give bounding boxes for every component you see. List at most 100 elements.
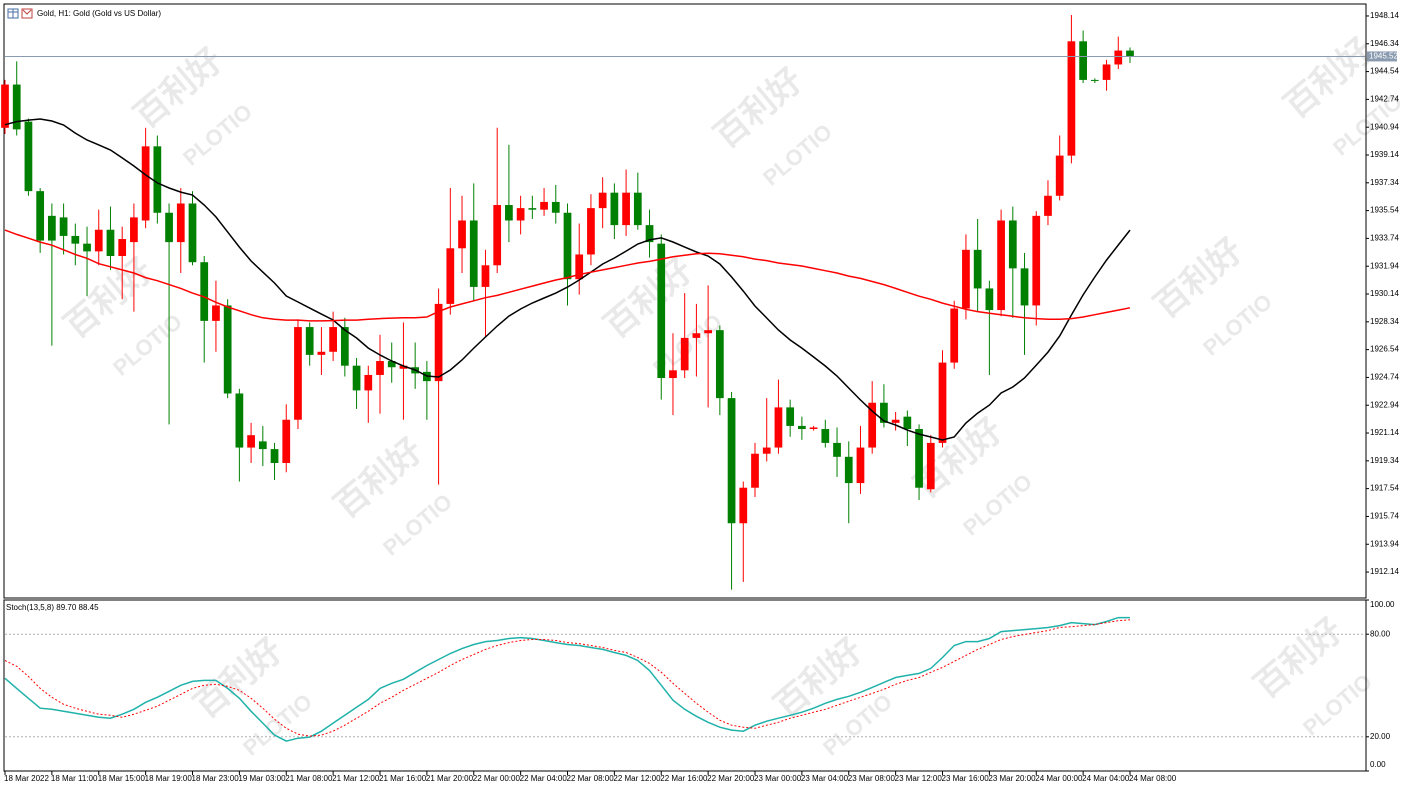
candle-body [469, 220, 478, 287]
candle-body [340, 327, 349, 366]
candle-body [903, 416, 912, 430]
y-tick-label: 100.00 [1370, 600, 1395, 609]
candle-body [751, 453, 759, 488]
x-tick-label: 21 Mar 08:00 [285, 774, 333, 783]
y-tick-label: 80.00 [1370, 629, 1391, 638]
candle-body [153, 146, 162, 213]
y-tick-label: 1924.74 [1370, 373, 1399, 382]
candle-body [200, 262, 209, 321]
y-tick-label: 1915.74 [1370, 512, 1399, 521]
y-tick-label: 1917.54 [1370, 484, 1399, 493]
x-tick-label: 22 Mar 00:00 [473, 774, 521, 783]
candle-body [399, 365, 408, 369]
price-label: 1945.52 [1369, 52, 1398, 61]
y-tick-label: 1944.54 [1370, 67, 1399, 76]
x-tick-label: 21 Mar 16:00 [379, 774, 427, 783]
candle-body [633, 192, 642, 226]
candle-body [880, 402, 888, 423]
candle-body [856, 447, 865, 484]
x-tick-label: 21 Mar 20:00 [426, 774, 474, 783]
candle-body [844, 456, 853, 484]
candle-body [926, 442, 935, 490]
candle-body [1067, 41, 1076, 156]
candle-body [762, 447, 771, 454]
y-tick-label: 1921.14 [1370, 428, 1399, 437]
candle-body [516, 208, 525, 221]
candle-body [446, 248, 455, 304]
candle-body [141, 146, 150, 221]
x-tick-label: 18 Mar 23:00 [192, 774, 240, 783]
chart-title: Gold, H1: Gold (Gold vs US Dollar) [37, 9, 161, 18]
main-pane-frame [3, 3, 1367, 599]
y-tick-label: 1919.34 [1370, 456, 1399, 465]
candle-body [950, 308, 959, 363]
candle-body [12, 84, 21, 130]
x-tick-label: 22 Mar 08:00 [567, 774, 615, 783]
candle-body [235, 393, 244, 448]
candle-body [317, 351, 326, 355]
candle-body [938, 362, 947, 443]
y-tick-label: 1948.14 [1370, 11, 1399, 20]
x-tick-label: 24 Mar 00:00 [1035, 774, 1083, 783]
candle-body [798, 425, 806, 430]
candle-body [282, 419, 291, 463]
y-tick-label: 1930.14 [1370, 289, 1399, 298]
series-line [4, 229, 1131, 322]
candle-body [821, 429, 830, 443]
candle-body [36, 191, 45, 241]
candle-body [223, 305, 232, 394]
candle-body [739, 487, 748, 524]
candle-body [610, 192, 619, 226]
candle-body [669, 370, 677, 379]
candle-body [1090, 79, 1099, 81]
candle-body [376, 361, 384, 375]
y-tick-label: 1931.94 [1370, 261, 1399, 270]
candle-body [1044, 195, 1052, 216]
candle-body [94, 229, 103, 252]
x-tick-label: 23 Mar 12:00 [895, 774, 943, 783]
stoch-pane-frame [3, 599, 1367, 772]
candle-body [704, 330, 712, 334]
candle-body [1102, 64, 1111, 80]
candle-body [247, 435, 255, 448]
y-tick-label: 1942.74 [1370, 94, 1399, 103]
y-tick-label: 1946.34 [1370, 39, 1399, 48]
y-tick-label: 1912.14 [1370, 567, 1399, 576]
candle-body [364, 374, 373, 391]
candle-body [657, 243, 666, 379]
series-line [4, 619, 1131, 737]
y-tick-label: 1928.34 [1370, 317, 1399, 326]
candle-body [481, 265, 490, 287]
candle-body [774, 407, 783, 448]
x-tick-label: 18 Mar 15:00 [98, 774, 146, 783]
candle-body [1, 84, 9, 128]
x-tick-label: 23 Mar 00:00 [754, 774, 802, 783]
candle-body [915, 429, 923, 488]
candle-body [24, 121, 33, 192]
candle-body [130, 217, 138, 243]
candle-body [997, 220, 1005, 311]
candle-body [1055, 155, 1064, 196]
candle-body [106, 229, 115, 257]
candle-body [891, 419, 900, 423]
x-tick-label: 18 Mar 19:00 [145, 774, 193, 783]
candle-body [528, 208, 537, 210]
x-tick-label: 22 Mar 12:00 [613, 774, 661, 783]
candle-body [59, 217, 68, 236]
series-line [4, 118, 1131, 441]
candle-body [71, 235, 80, 244]
candle-body [622, 192, 630, 226]
y-tick-label: 1926.54 [1370, 345, 1399, 354]
candle-body [305, 327, 314, 355]
candle-body [809, 427, 818, 430]
candle-body [165, 212, 173, 243]
candle-body [868, 402, 877, 448]
candle-body [1020, 268, 1029, 306]
candle-body [645, 225, 654, 243]
x-tick-label: 24 Mar 08:00 [1129, 774, 1177, 783]
indicator-title: Stoch(13,5,8) 89.70 88.45 [6, 603, 99, 612]
candle-body [833, 442, 841, 457]
